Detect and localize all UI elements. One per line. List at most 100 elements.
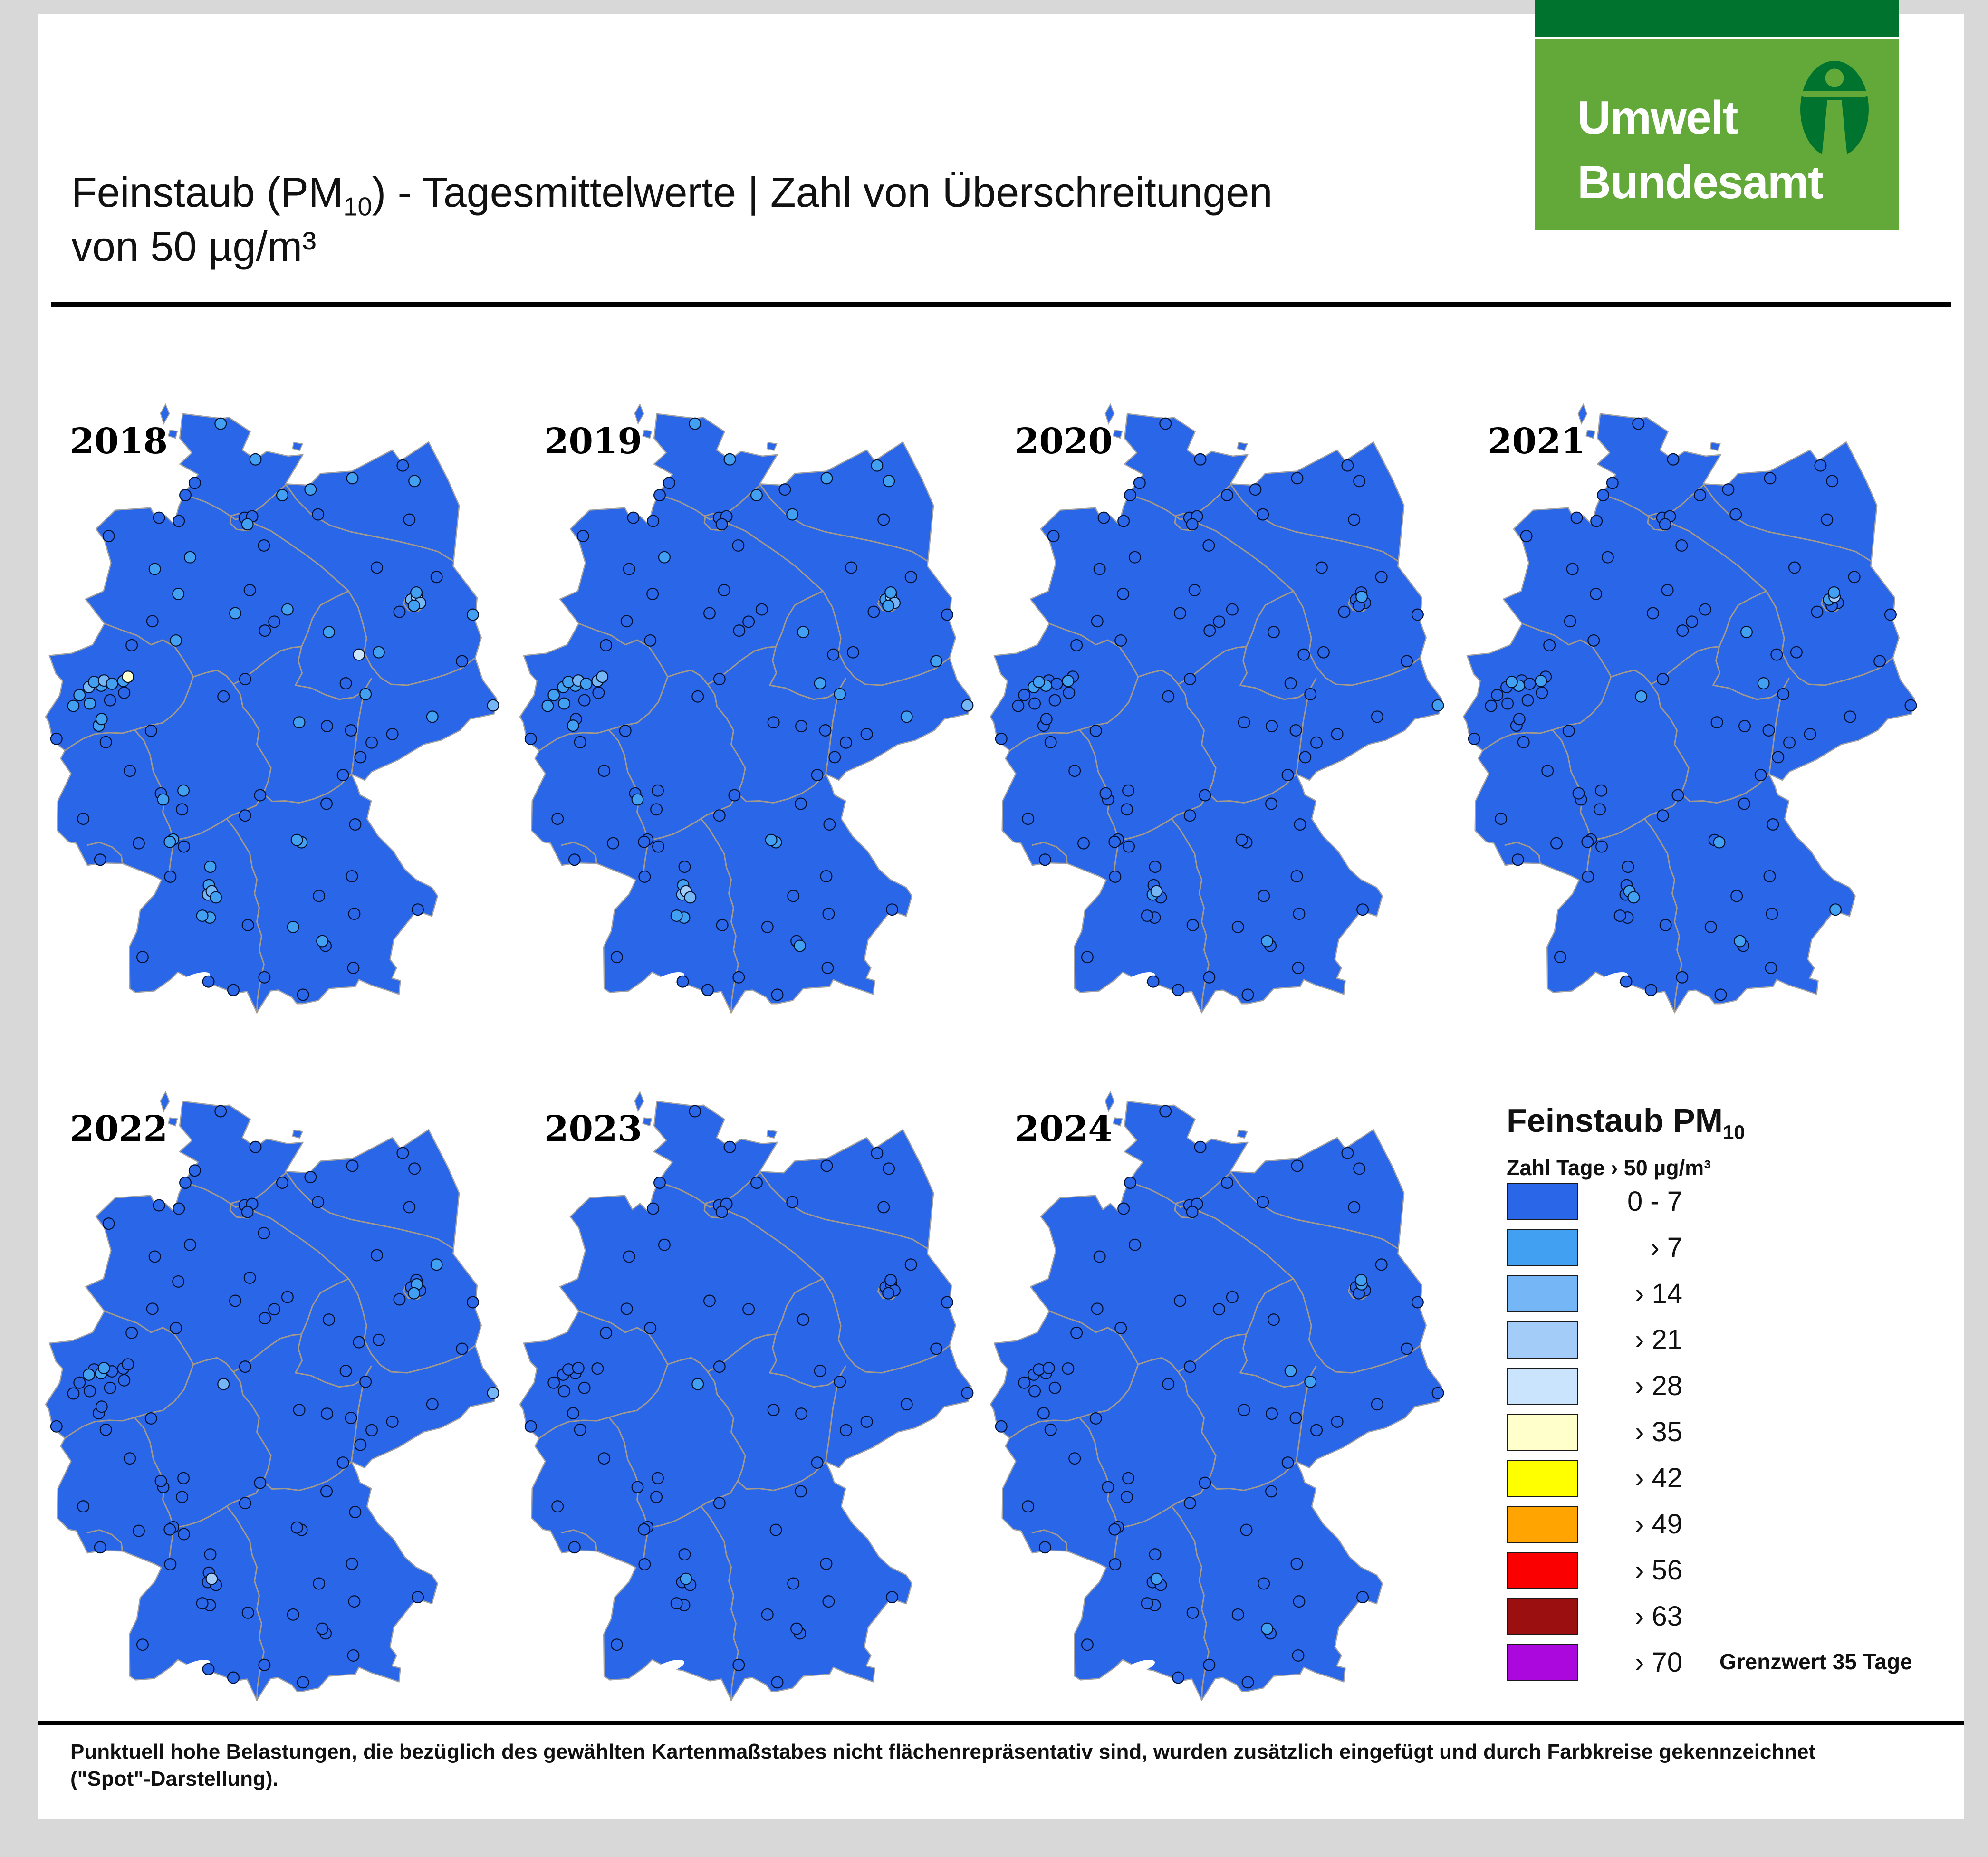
title-line1-post: ) - Tagesmittelwerte | Zahl von Überschr…: [372, 169, 1273, 216]
station-dot: [670, 1597, 683, 1610]
station-dot: [680, 1572, 692, 1585]
station-dot: [239, 1497, 251, 1510]
station-dot: [1162, 690, 1175, 703]
legend-class-label: › 70: [1635, 1647, 1682, 1678]
station-dot: [104, 1381, 116, 1394]
station-dot: [1235, 833, 1248, 846]
station-dot: [1606, 477, 1619, 489]
station-dot: [715, 518, 728, 531]
station-dot: [268, 615, 281, 628]
station-dot: [183, 1238, 196, 1251]
station-dot: [769, 1523, 782, 1536]
legend-color-swatch: [1507, 1644, 1578, 1681]
station-dot: [1371, 1398, 1383, 1411]
station-dot: [1766, 908, 1778, 920]
legend-class-label: › 63: [1635, 1601, 1682, 1632]
station-dot: [787, 1577, 800, 1590]
station-dot: [1062, 1362, 1075, 1375]
station-dot: [1620, 975, 1633, 988]
station-dot: [691, 690, 704, 703]
station-dot: [118, 686, 131, 699]
footer-divider: [38, 1721, 1964, 1725]
station-dot: [1353, 475, 1366, 488]
legend-class-label: › 49: [1635, 1509, 1682, 1540]
legend-class-label: › 21: [1635, 1324, 1682, 1355]
station-dot: [412, 1591, 424, 1604]
station-dot: [241, 1606, 254, 1619]
station-dot: [716, 919, 729, 931]
station-dot: [814, 1365, 826, 1377]
station-dot: [598, 1452, 611, 1465]
station-dot: [670, 909, 683, 922]
station-dot: [396, 1147, 409, 1159]
station-dot: [1091, 1302, 1104, 1315]
station-dot: [1299, 751, 1312, 764]
station-dot: [755, 603, 768, 616]
station-dot: [1570, 511, 1583, 524]
station-dot: [1811, 605, 1824, 618]
station-dot: [178, 1528, 191, 1541]
station-dot: [1022, 813, 1035, 825]
station-dot: [814, 677, 826, 689]
uba-logo-wordmark: Umwelt Bundesamt: [1577, 91, 1824, 208]
station-dot: [349, 1506, 362, 1518]
legend-class-label: › 7: [1650, 1232, 1682, 1263]
station-dot: [1297, 648, 1310, 661]
station-dot: [1199, 789, 1211, 802]
station-dot: [820, 1557, 833, 1570]
station-dot: [144, 725, 157, 737]
station-dot: [1099, 787, 1112, 800]
station-dot: [456, 1342, 469, 1355]
station-dot: [1162, 1378, 1175, 1390]
station-dot: [359, 688, 372, 700]
station-dot: [124, 1452, 136, 1465]
legend-color-swatch: [1507, 1229, 1578, 1266]
page-title: Feinstaub (PM10) - Tagesmittelwerte | Za…: [71, 165, 1272, 274]
station-dot: [339, 1365, 352, 1377]
station-dot: [1048, 694, 1061, 707]
legend-class-label: › 56: [1635, 1555, 1682, 1586]
station-dot: [877, 513, 890, 526]
station-dot: [1240, 1523, 1253, 1536]
station-dot: [567, 1407, 579, 1420]
station-dot: [684, 891, 697, 904]
station-dot: [1594, 803, 1606, 816]
station-dot: [1281, 769, 1294, 782]
station-dot: [144, 1412, 157, 1425]
station-dot: [1173, 607, 1186, 620]
station-dot: [1659, 518, 1671, 531]
station-dot: [372, 646, 385, 659]
station-dot: [1266, 720, 1278, 733]
station-dot: [1590, 515, 1603, 527]
station-dot: [867, 605, 880, 618]
station-dot: [1356, 903, 1369, 916]
station-dot: [148, 1250, 161, 1263]
station-dot: [281, 1291, 294, 1303]
station-dot: [1091, 615, 1104, 628]
station-dot: [1765, 962, 1777, 974]
station-dot: [287, 1608, 299, 1621]
station-dot: [1517, 736, 1530, 748]
station-dot: [558, 697, 571, 710]
station-dot: [1186, 1606, 1199, 1619]
station-dot: [728, 789, 741, 802]
station-dot: [1821, 513, 1834, 526]
station-dot: [1543, 639, 1556, 651]
legend-color-swatch: [1507, 1460, 1578, 1497]
station-dot: [1081, 1638, 1094, 1651]
station-dot: [1686, 615, 1699, 628]
station-dot: [1183, 809, 1196, 822]
station-dot: [1375, 571, 1388, 584]
station-dot: [524, 1420, 537, 1433]
station-dot: [163, 835, 176, 848]
station-dot: [1590, 587, 1603, 600]
station-dot: [1754, 769, 1767, 782]
station-dot: [860, 727, 873, 740]
station-dot: [243, 584, 256, 596]
station-dot: [1722, 483, 1735, 496]
station-dot: [393, 1293, 406, 1306]
legend-color-swatch: [1507, 1506, 1578, 1543]
station-dot: [703, 1294, 716, 1307]
station-dot: [410, 586, 423, 599]
station-dot: [1572, 787, 1585, 800]
